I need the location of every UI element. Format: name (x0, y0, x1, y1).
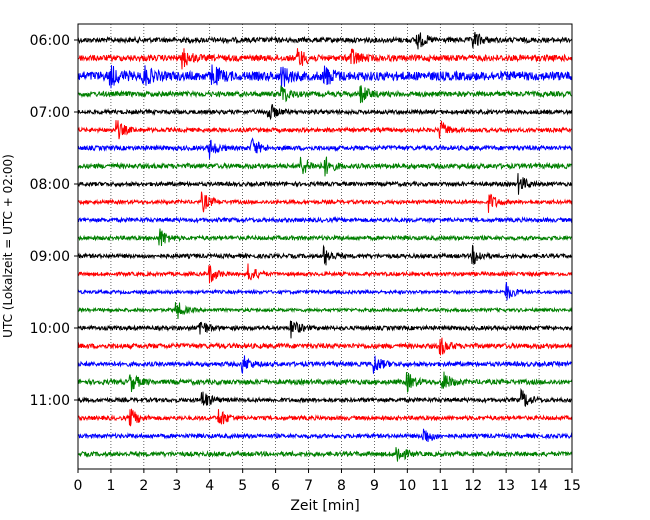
trace-20 (77, 371, 573, 393)
y-axis-ticks: 06:00 07:00 08:00 09:00 10:00 11:00 (30, 33, 78, 409)
y-tick-label-1: 07:00 (30, 105, 70, 121)
x-tick-label-5: 5 (238, 478, 247, 494)
trace-19 (77, 355, 573, 374)
x-tick-label-14: 14 (530, 478, 548, 494)
trace-7 (77, 137, 573, 159)
trace-13 (77, 244, 573, 266)
trace-23 (77, 428, 573, 443)
trace-2 (77, 48, 573, 70)
trace-1 (77, 31, 573, 50)
vertical-gridlines (110, 24, 540, 469)
y-axis-label: UTC (Lokalzeit = UTC + 02:00) (1, 154, 15, 338)
seismic-traces (77, 31, 573, 462)
y-tick-label-5: 11:00 (30, 393, 70, 409)
x-tick-label-8: 8 (337, 478, 346, 494)
y-tick-label-4: 10:00 (30, 321, 70, 337)
x-tick-label-0: 0 (74, 478, 83, 494)
x-tick-label-6: 6 (271, 478, 280, 494)
x-tick-label-7: 7 (304, 478, 313, 494)
x-tick-label-11: 11 (431, 478, 449, 494)
x-tick-label-1: 1 (106, 478, 115, 494)
y-tick-label-3: 09:00 (30, 249, 70, 265)
trace-21 (77, 387, 573, 407)
x-tick-label-10: 10 (398, 478, 416, 494)
x-axis-label: Zeit [min] (290, 498, 359, 514)
x-tick-label-9: 9 (370, 478, 379, 494)
trace-22 (77, 408, 573, 427)
trace-10 (77, 191, 573, 213)
trace-8 (77, 156, 573, 177)
trace-9 (77, 173, 573, 195)
x-tick-label-13: 13 (497, 478, 515, 494)
trace-14 (77, 263, 573, 284)
trace-24 (77, 447, 573, 462)
trace-16 (78, 302, 573, 319)
trace-4 (77, 85, 573, 104)
y-tick-label-2: 08:00 (30, 177, 70, 193)
x-tick-label-15: 15 (563, 478, 581, 494)
x-axis-ticks: 0 1 2 3 4 5 6 7 8 9 10 11 12 13 14 15 (74, 469, 581, 494)
trace-5 (77, 104, 573, 121)
x-tick-label-3: 3 (172, 478, 181, 494)
trace-3 (77, 64, 573, 90)
x-tick-label-4: 4 (205, 478, 214, 494)
y-tick-label-0: 06:00 (30, 33, 70, 49)
x-tick-label-12: 12 (464, 478, 482, 494)
trace-17 (77, 320, 573, 339)
trace-15 (77, 282, 573, 301)
trace-12 (77, 228, 573, 247)
trace-11 (77, 216, 573, 224)
trace-18 (77, 337, 573, 356)
x-tick-label-2: 2 (139, 478, 148, 494)
plot-frame (77, 23, 573, 470)
trace-6 (77, 120, 573, 140)
